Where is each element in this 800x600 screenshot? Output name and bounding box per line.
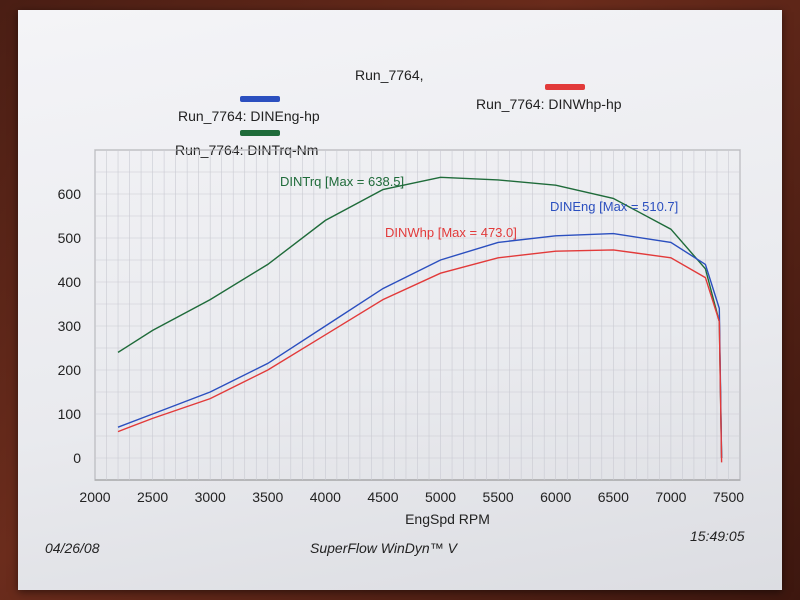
software-name: SuperFlow WinDyn™ V [310,540,457,556]
x-tick-label: 2000 [79,489,110,505]
run-title: Run_7764, [355,67,424,83]
x-tick-label: 6000 [540,489,571,505]
x-tick-label: 7000 [655,489,686,505]
y-tick-label: 0 [73,450,81,466]
series-line-eng [117,232,723,459]
x-tick-label: 2500 [137,489,168,505]
y-tick-label: 500 [58,230,82,246]
x-axis-label: EngSpd RPM [405,511,490,527]
x-tick-label: 4500 [367,489,398,505]
x-tick-label: 4000 [310,489,341,505]
series-line-whp [117,249,723,463]
x-tick-label: 3000 [195,489,226,505]
y-tick-label: 200 [58,362,82,378]
annotation-whp: DINWhp [Max = 473.0] [385,225,517,240]
print-date: 04/26/08 [45,540,100,556]
x-tick-label: 5500 [483,489,514,505]
y-tick-label: 600 [58,186,82,202]
legend-swatch-whp [545,84,585,90]
printout-paper [18,10,782,590]
annotation-trq: DINTrq [Max = 638.5] [280,174,404,189]
y-tick-label: 400 [58,274,82,290]
y-tick-label: 100 [58,406,82,422]
legend-label-whp: Run_7764: DINWhp-hp [476,96,622,112]
x-tick-label: 6500 [598,489,629,505]
legend-swatch-eng [240,96,280,102]
x-tick-label: 7500 [713,489,744,505]
annotation-eng: DINEng [Max = 510.7] [550,199,678,214]
x-tick-label: 5000 [425,489,456,505]
y-tick-label: 300 [58,318,82,334]
legend-label-eng: Run_7764: DINEng-hp [178,108,320,124]
print-time: 15:49:05 [690,528,745,544]
x-tick-label: 3500 [252,489,283,505]
legend-swatch-trq [240,130,280,136]
series-line-trq [117,176,723,459]
